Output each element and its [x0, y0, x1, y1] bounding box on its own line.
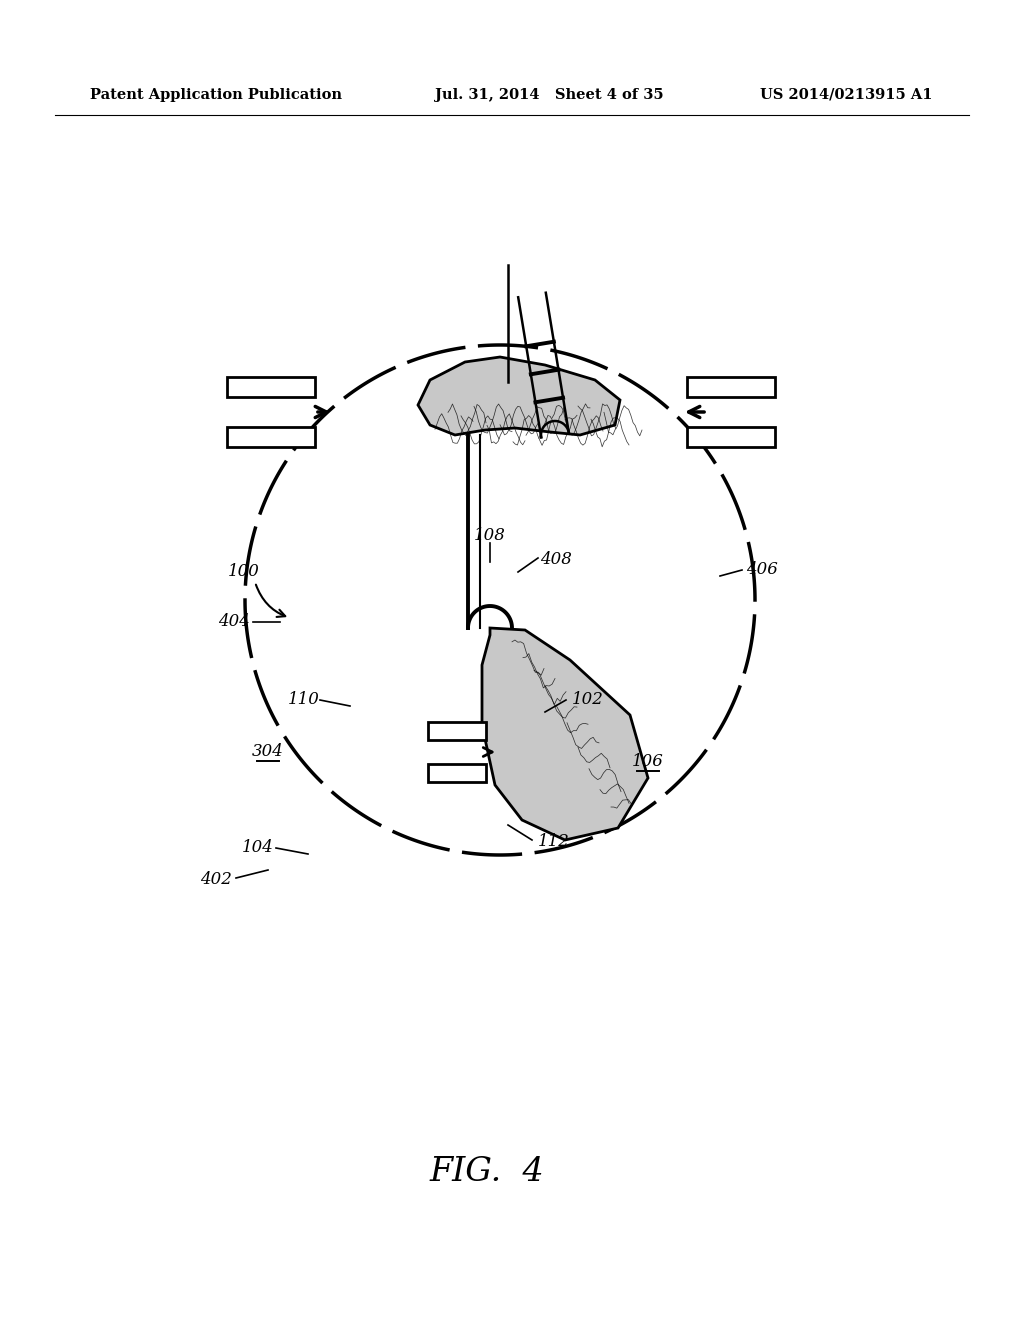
Bar [687, 378, 775, 397]
Text: 108: 108 [474, 527, 506, 544]
Text: 104: 104 [242, 840, 273, 857]
Bar [428, 764, 486, 781]
Text: 100: 100 [228, 564, 260, 581]
Text: FIG.  4: FIG. 4 [430, 1156, 545, 1188]
Polygon shape [418, 356, 620, 436]
Bar [428, 722, 486, 741]
Text: 110: 110 [288, 692, 319, 709]
Bar [227, 378, 315, 397]
Text: US 2014/0213915 A1: US 2014/0213915 A1 [760, 88, 933, 102]
Text: 404: 404 [218, 614, 250, 631]
Text: 406: 406 [746, 561, 778, 578]
Text: 408: 408 [540, 552, 571, 569]
Text: Jul. 31, 2014   Sheet 4 of 35: Jul. 31, 2014 Sheet 4 of 35 [435, 88, 664, 102]
Text: 106: 106 [632, 754, 664, 771]
Text: 402: 402 [200, 871, 231, 888]
Text: Patent Application Publication: Patent Application Publication [90, 88, 342, 102]
Polygon shape [482, 628, 648, 840]
Text: 112: 112 [538, 833, 570, 850]
Bar [687, 426, 775, 447]
Text: 304: 304 [252, 743, 284, 760]
Text: 102: 102 [572, 692, 604, 709]
Bar [227, 426, 315, 447]
